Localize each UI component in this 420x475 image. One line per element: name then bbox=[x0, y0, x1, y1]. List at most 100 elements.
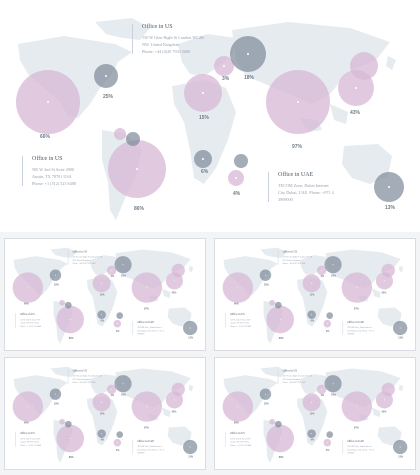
thumb1-bubble-10-value: 86% bbox=[68, 337, 74, 340]
thumb3-bubble-10-center bbox=[69, 437, 71, 439]
thumb3-bubble-2-value: 25% bbox=[54, 402, 59, 406]
office-box-1: Office in US 150 W Glen Right St London … bbox=[142, 24, 204, 55]
thumb3-bubble-8-center bbox=[101, 433, 103, 435]
bubble-4-center bbox=[247, 53, 249, 55]
thumbnail-3[interactable]: Office in US 150 W Glen Right St London … bbox=[4, 357, 206, 470]
bubble-10b bbox=[126, 132, 140, 146]
thumb3-office-title-1: Office in US bbox=[72, 369, 88, 373]
thumb4-office-line-1b: NW, United Kingdom bbox=[282, 377, 301, 381]
thumb2-bubble-5-value: 15% bbox=[309, 293, 315, 297]
thumb1-office-line-2b: Austin, TX 78701 USA bbox=[20, 321, 40, 325]
thumb1-bubble-5-center bbox=[101, 282, 103, 284]
office-line-3a: TECOM Zone, Dubai Internet bbox=[278, 183, 329, 188]
thumb4-office-box-1: Office in US 150 W Glen Right St London … bbox=[283, 369, 312, 384]
bubble-2-value: 25% bbox=[103, 94, 114, 100]
thumbnail-4[interactable]: Office in US 150 W Glen Right St London … bbox=[214, 357, 416, 470]
thumb4-office-box-3: Office in UAE TECOM Zone, Dubai Internet… bbox=[347, 440, 374, 455]
thumb2-office-title-1: Office in US bbox=[282, 250, 298, 254]
thumb1-bubble-9-value: 4% bbox=[115, 329, 120, 333]
thumb2-bubble-4-center bbox=[332, 264, 334, 266]
thumbnail-1[interactable]: Office in US 150 W Glen Right St London … bbox=[4, 238, 206, 351]
thumb4-bubble-1-center bbox=[237, 406, 239, 408]
thumb4-office-line-1c: Phone: +44 (0)20 7933 5600 bbox=[282, 381, 306, 384]
thumb1-bubble-11-center bbox=[189, 327, 191, 329]
thumb2-bubble-5-center bbox=[311, 282, 313, 284]
thumb4-office-line-3a: TECOM Zone, Dubai Internet bbox=[347, 445, 372, 448]
office-title-2: Office in US bbox=[32, 156, 63, 162]
bubble-4-value: 18% bbox=[244, 75, 255, 81]
thumb2-bubble-3-value: 3% bbox=[320, 275, 325, 279]
thumb4-office-line-1a: 150 W Glen Right St London WC2B bbox=[282, 374, 313, 378]
thumb4-bubble-9-value: 4% bbox=[325, 448, 330, 452]
office-box-3: Office in UAE TECOM Zone, Dubai Internet… bbox=[278, 172, 334, 203]
thumb4-bubble-3-value: 3% bbox=[320, 394, 325, 398]
thumb1-office-line-2c: Phone: +1 (512) 523 6488 bbox=[20, 325, 42, 328]
thumb4-bubble-3-center bbox=[321, 388, 323, 390]
thumb3-bubble-7-center bbox=[173, 399, 175, 401]
thumb2-office-line-3b: City Dubai, UAE. Phone: +971 4 bbox=[347, 329, 374, 332]
thumb3-bubble-1-value: 66% bbox=[24, 421, 29, 425]
thumbnail-4-content: Office in US 150 W Glen Right St London … bbox=[215, 358, 415, 468]
thumb1-bubble-9-center bbox=[116, 323, 118, 325]
bubble-8-value: 6% bbox=[201, 169, 209, 175]
thumb2-bubble-6-value: 97% bbox=[353, 307, 359, 311]
thumb2-office-line-1a: 150 W Glen Right St London WC2B bbox=[282, 255, 313, 259]
thumb3-office-line-1c: Phone: +44 (0)20 7933 5600 bbox=[72, 381, 96, 384]
bubble-6-value: 97% bbox=[292, 144, 303, 150]
thumb2-bubble-7-center bbox=[383, 280, 385, 282]
thumb1-bubble-11-value: 13% bbox=[188, 336, 194, 340]
thumb2-bubble-10-value: 86% bbox=[278, 337, 284, 340]
thumb3-office-title-2: Office in US bbox=[20, 432, 35, 436]
thumb4-bubble-8-center bbox=[311, 433, 313, 435]
thumb2-office-title-2: Office in US bbox=[230, 313, 245, 317]
office-line-3b: City Dubai, UAE. Phone: +971 4 bbox=[278, 190, 334, 195]
thumb2-bubble-2-value: 25% bbox=[264, 283, 269, 287]
thumbnail-2[interactable]: Office in US 150 W Glen Right St London … bbox=[214, 238, 416, 351]
bubble-11-center bbox=[388, 186, 390, 188]
thumb3-office-line-3b: City Dubai, UAE. Phone: +971 4 bbox=[137, 448, 164, 451]
bubble-7-value: 43% bbox=[350, 110, 361, 116]
thumb4-office-line-3b: City Dubai, UAE. Phone: +971 4 bbox=[347, 448, 374, 451]
thumb2-bubble-1-center bbox=[237, 287, 239, 289]
thumb4-office-title-3: Office in UAE bbox=[347, 439, 365, 443]
thumb2-office-line-1b: NW, United Kingdom bbox=[282, 258, 301, 262]
thumb1-office-line-3b: City Dubai, UAE. Phone: +971 4 bbox=[137, 329, 164, 332]
thumb4-office-title-1: Office in US bbox=[282, 369, 298, 373]
thumb4-bubble-6-value: 97% bbox=[353, 426, 359, 430]
thumb1-bubble-10c bbox=[59, 299, 65, 306]
thumb1-office-box-1: Office in US 150 W Glen Right St London … bbox=[73, 250, 102, 265]
thumb2-bubble-9-value: 4% bbox=[325, 329, 330, 333]
thumb3-bubble-7b bbox=[171, 382, 185, 397]
thumb1-bubble-2-value: 25% bbox=[54, 283, 59, 287]
thumb4-bubble-8-value: 6% bbox=[310, 438, 315, 442]
office-line-2b: Austin, TX 78701 USA bbox=[32, 174, 72, 179]
thumb2-office-box-2: Office in US 500 W 2nd St Suite 2900 Aus… bbox=[230, 313, 251, 328]
thumb4-bubble-5-center bbox=[311, 401, 313, 403]
thumb1-bubble-1-center bbox=[27, 287, 29, 289]
thumb1-bubble-6-value: 97% bbox=[143, 307, 149, 311]
thumb4-bubble-9-center bbox=[326, 442, 328, 444]
thumb4-bubble-10b bbox=[274, 420, 282, 428]
office-divider-1 bbox=[132, 24, 133, 54]
thumb2-bubble-7-value: 43% bbox=[381, 291, 387, 295]
thumb3-office-line-1a: 150 W Glen Right St London WC2B bbox=[72, 374, 103, 378]
thumb2-office-box-1: Office in US 150 W Glen Right St London … bbox=[283, 250, 312, 265]
thumb2-office-line-2c: Phone: +1 (512) 523 6488 bbox=[230, 325, 252, 328]
bubble-1-value: 66% bbox=[40, 134, 51, 140]
thumb1-bubble-3-center bbox=[111, 269, 113, 271]
thumb2-bubble-1-value: 66% bbox=[234, 302, 239, 306]
thumb3-office-title-3: Office in UAE bbox=[137, 439, 155, 443]
thumb2-bubble-10b bbox=[274, 301, 282, 309]
thumb3-bubble-4-center bbox=[122, 383, 124, 385]
thumb4-bubble-7-value: 43% bbox=[381, 410, 387, 414]
thumb4-bubble-7-center bbox=[383, 399, 385, 401]
thumb4-bubble-11-center bbox=[399, 446, 401, 448]
thumb1-bubble-8b bbox=[116, 312, 124, 319]
thumb2-office-line-2b: Austin, TX 78701 USA bbox=[230, 321, 250, 325]
office-line-1b: NW, United Kingdom bbox=[142, 42, 179, 47]
thumb1-bubble-2-center bbox=[54, 274, 56, 276]
thumb3-bubble-10c bbox=[59, 418, 65, 425]
thumb3-office-line-3c: 3909000 bbox=[137, 451, 145, 455]
thumb1-bubble-3-value: 3% bbox=[110, 275, 115, 279]
thumb2-bubble-9-center bbox=[326, 323, 328, 325]
